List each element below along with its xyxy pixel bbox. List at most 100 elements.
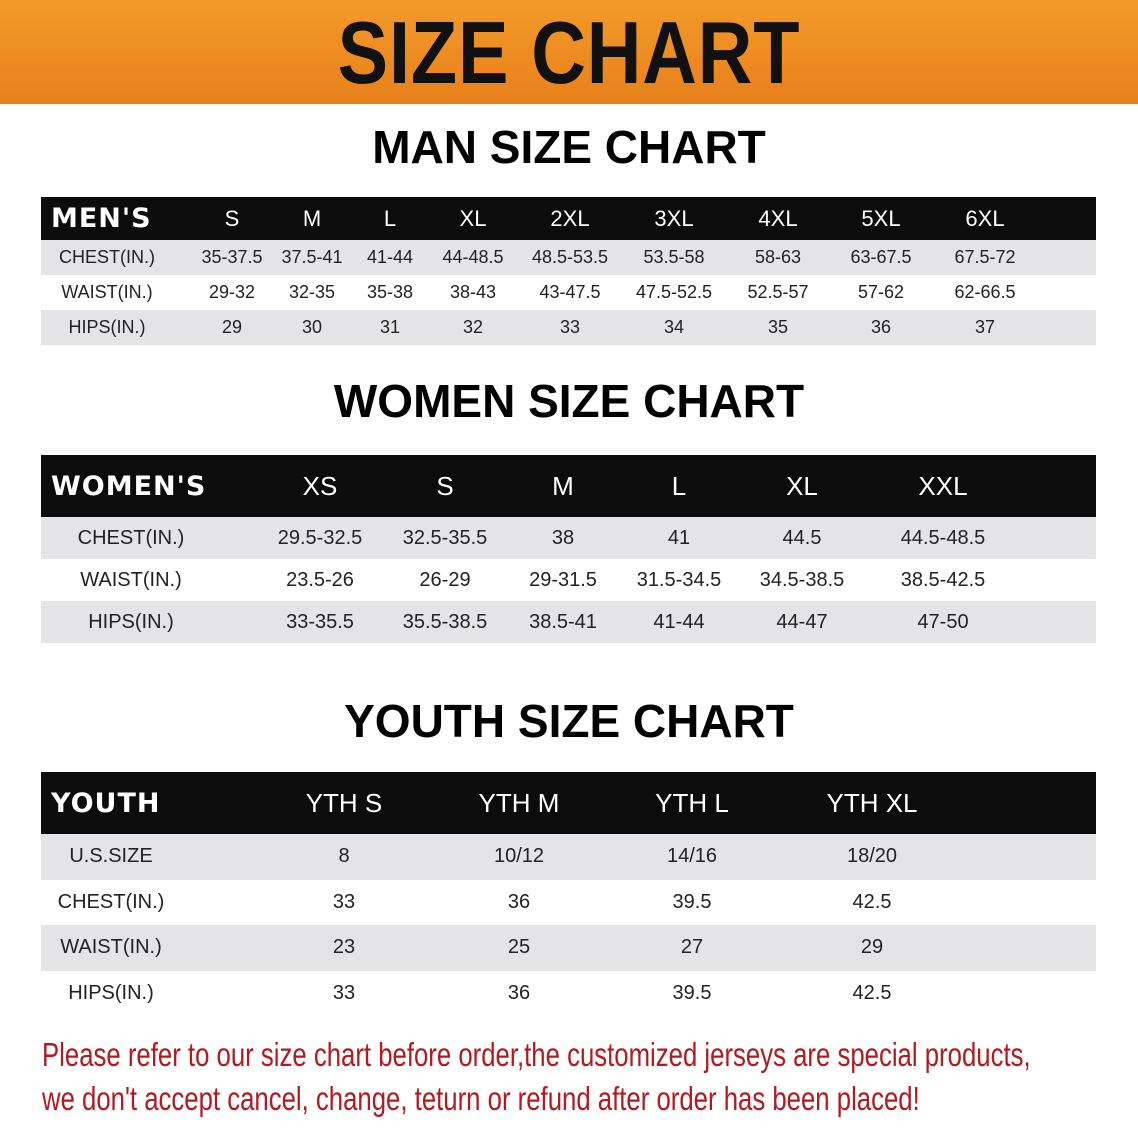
- table-cell: 44.5-48.5: [900, 526, 986, 549]
- table-cell: 36: [507, 890, 531, 913]
- table-cell: 29-31.5: [529, 568, 597, 591]
- table-cell: 42.5: [852, 890, 892, 913]
- size-header-cell: L: [671, 470, 687, 501]
- table-title-cell: WOMEN'S: [51, 470, 207, 502]
- table-row: WAIST(IN.) 23 25 27 29: [41, 925, 1096, 971]
- table-cell: 31: [379, 317, 401, 337]
- order-notice-line-1: Please refer to our size chart before or…: [42, 1036, 1031, 1073]
- table-cell: 23: [332, 936, 356, 959]
- table-cell: 63-67.5: [850, 247, 912, 267]
- table-cell: 33: [332, 890, 356, 913]
- men-header-row: MEN'S S M L XL 2XL 3XL 4XL 5XL 6XL: [41, 197, 1096, 240]
- table-cell: 47.5-52.5: [635, 282, 713, 302]
- table-cell: 44-47: [776, 610, 828, 633]
- table-cell: 30: [301, 317, 323, 337]
- table-cell: 36: [870, 317, 892, 337]
- table-cell: 29: [221, 317, 243, 337]
- table-cell: 41-44: [366, 247, 414, 267]
- banner-title: SIZE CHART: [337, 3, 801, 102]
- size-header-cell: 6XL: [965, 205, 1005, 231]
- table-cell: 29-32: [208, 282, 256, 302]
- table-row: HIPS(IN.) 33-35.5 35.5-38.5 38.5-41 41-44 44-…: [41, 601, 1096, 643]
- size-header-cell: 2XL: [550, 205, 590, 231]
- table-cell: 41: [667, 526, 691, 549]
- table-cell: 37: [974, 317, 996, 337]
- table-cell: 29: [860, 936, 884, 959]
- table-cell: 52.5-57: [747, 282, 809, 302]
- table-cell: 31.5-34.5: [636, 568, 722, 591]
- table-cell: 33-35.5: [286, 610, 354, 633]
- table-cell: 34: [663, 317, 685, 337]
- table-cell: 67.5-72: [954, 247, 1016, 267]
- measurement-label: U.S.SIZE: [69, 845, 153, 868]
- size-header-cell: M: [552, 470, 574, 501]
- table-cell: 29.5-32.5: [277, 526, 363, 549]
- table-cell: 35: [767, 317, 789, 337]
- size-header-cell: S: [436, 470, 454, 501]
- table-cell: 44.5: [782, 526, 822, 549]
- size-header-cell: YTH L: [655, 787, 729, 818]
- measurement-label: WAIST(IN.): [80, 568, 182, 591]
- size-header-cell: S: [224, 205, 240, 231]
- table-row: U.S.SIZE 8 10/12 14/16 18/20: [41, 834, 1096, 880]
- size-header-cell: XS: [302, 470, 338, 501]
- table-cell: 10/12: [493, 845, 545, 868]
- measurement-label: HIPS(IN.): [68, 317, 146, 337]
- table-cell: 23.5-26: [286, 568, 354, 591]
- table-cell: 25: [507, 936, 531, 959]
- measurement-label: HIPS(IN.): [88, 610, 174, 633]
- size-header-cell: 4XL: [758, 205, 798, 231]
- women-section-title: WOMEN SIZE CHART: [333, 375, 805, 427]
- table-cell: 62-66.5: [954, 282, 1016, 302]
- table-cell: 39.5: [672, 981, 712, 1004]
- table-cell: 27: [680, 936, 704, 959]
- table-cell: 35-38: [366, 282, 414, 302]
- size-header-cell: XL: [459, 205, 487, 231]
- measurement-label: HIPS(IN.): [68, 981, 154, 1004]
- table-cell: 41-44: [653, 610, 705, 633]
- size-header-cell: XXL: [918, 470, 968, 501]
- table-cell: 14/16: [666, 845, 718, 868]
- size-header-cell: L: [383, 205, 397, 231]
- size-header-cell: XL: [786, 470, 818, 501]
- table-cell: 38-43: [449, 282, 497, 302]
- table-cell: 33: [559, 317, 581, 337]
- table-cell: 38.5-41: [529, 610, 597, 633]
- table-row: CHEST(IN.) 35-37.5 37.5-41 41-44 44-48.5 48.5…: [41, 240, 1096, 275]
- size-header-cell: YTH XL: [826, 787, 918, 818]
- table-row: CHEST(IN.) 29.5-32.5 32.5-35.5 38 41 44.5 44.5…: [41, 517, 1096, 559]
- table-title-cell: MEN'S: [51, 203, 152, 234]
- table-cell: 53.5-58: [643, 247, 705, 267]
- table-cell: 8: [338, 845, 350, 868]
- table-cell: 58-63: [754, 247, 802, 267]
- table-cell: 35.5-38.5: [402, 610, 488, 633]
- size-header-cell: M: [302, 205, 322, 231]
- measurement-label: CHEST(IN.): [57, 890, 165, 913]
- table-row: HIPS(IN.) 33 36 39.5 42.5: [41, 970, 1096, 1016]
- table-cell: 36: [507, 981, 531, 1004]
- table-cell: 33: [332, 981, 356, 1004]
- table-cell: 39.5: [672, 890, 712, 913]
- table-cell: 57-62: [857, 282, 905, 302]
- table-cell: 44-48.5: [442, 247, 504, 267]
- table-row: WAIST(IN.) 23.5-26 26-29 29-31.5 31.5-34.5 34…: [41, 559, 1096, 601]
- women-header-row: WOMEN'S XS S M L XL XXL: [41, 455, 1096, 517]
- table-title-cell: YOUTH: [51, 787, 161, 819]
- table-cell: 48.5-53.5: [531, 247, 609, 267]
- order-notice-line-2: we don't accept cancel, change, teturn o…: [42, 1080, 920, 1117]
- size-header-cell: YTH S: [305, 787, 383, 818]
- measurement-label: WAIST(IN.): [61, 282, 153, 302]
- measurement-label: WAIST(IN.): [60, 936, 162, 959]
- table-cell: 37.5-41: [281, 247, 343, 267]
- table-cell: 34.5-38.5: [759, 568, 845, 591]
- men-section-title: MAN SIZE CHART: [372, 121, 766, 173]
- size-header-cell: 3XL: [654, 205, 694, 231]
- measurement-label: CHEST(IN.): [77, 526, 185, 549]
- table-cell: 35-37.5: [201, 247, 263, 267]
- banner: SIZE CHART: [0, 0, 1138, 104]
- table-cell: 47-50: [917, 610, 969, 633]
- size-header-cell: YTH M: [478, 787, 560, 818]
- table-cell: 38.5-42.5: [900, 568, 986, 591]
- table-cell: 42.5: [852, 981, 892, 1004]
- measurement-label: CHEST(IN.): [59, 247, 155, 267]
